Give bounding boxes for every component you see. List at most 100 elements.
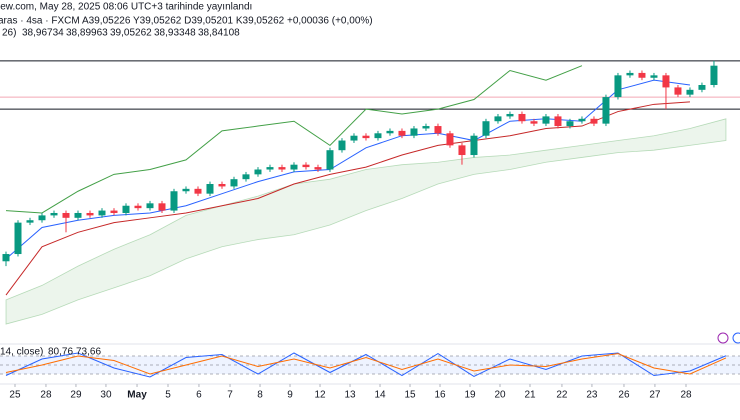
x-tick-label: 20 [494, 390, 506, 401]
candle-body [698, 85, 706, 90]
candle-body [494, 116, 502, 122]
ichimoku-value: 39,05262 [110, 28, 152, 39]
candle-body [350, 135, 358, 141]
candle-body [518, 113, 526, 122]
stoch-line [5, 352, 727, 378]
candle-body [158, 203, 166, 211]
candle-body [38, 215, 46, 221]
published-text: iew.com, May 28, 2025 08:06 UTC+3 tarihi… [0, 2, 252, 13]
candle-body [278, 167, 286, 170]
x-tick-label: 15 [404, 390, 416, 401]
indicator-line [5, 101, 690, 296]
candle-body [194, 188, 202, 194]
candle-body [98, 210, 106, 216]
candle-body [362, 135, 370, 139]
ichimoku-value: 38,84108 [198, 28, 240, 39]
candle-body [710, 65, 718, 85]
candle-body [290, 164, 298, 170]
candle-body [530, 121, 538, 124]
candle-body [218, 184, 226, 187]
x-tick-label: 13 [344, 390, 356, 401]
x-tick-label: 9 [287, 390, 293, 401]
x-tick-label: 19 [464, 390, 476, 401]
candle-body [314, 167, 322, 170]
candle-body [686, 89, 694, 95]
candle-body [470, 135, 478, 156]
candle-body [254, 169, 262, 175]
candle-body [182, 188, 190, 192]
candle-body [638, 72, 646, 78]
alert-icon[interactable] [717, 332, 729, 344]
candle-body [62, 212, 70, 218]
candle-body [50, 212, 58, 216]
x-tick-label: 22 [556, 390, 568, 401]
candle-body [446, 133, 454, 146]
candle-body [134, 205, 142, 209]
symbol-text: aras · 4sa · FXCM [0, 16, 80, 27]
x-tick-label: 25 [9, 390, 21, 401]
candle-body [374, 133, 382, 139]
candle-body [242, 174, 250, 180]
candle-body [542, 116, 550, 124]
x-tick-label: 26 [618, 390, 630, 401]
candle-body [674, 87, 682, 95]
x-tick-label: 28 [680, 390, 692, 401]
candle-body [2, 254, 10, 262]
candle-body [410, 128, 418, 136]
x-tick-label: 30 [100, 390, 112, 401]
candle-body [386, 130, 394, 134]
x-tick-label: 29 [70, 390, 82, 401]
x-tick-label: 5 [165, 390, 171, 401]
x-tick-label: 16 [434, 390, 446, 401]
x-tick-label: 23 [586, 390, 598, 401]
candle-body [170, 191, 178, 211]
ichimoku-cloud [5, 118, 727, 325]
x-tick-label: 6 [196, 390, 202, 401]
candle-body [590, 118, 598, 124]
candle-body [434, 126, 442, 134]
ichimoku-value: 38,89963 [66, 28, 108, 39]
candle-body [662, 75, 670, 88]
candle-body [338, 140, 346, 151]
candle-body [626, 72, 634, 76]
candle-body [266, 167, 274, 170]
candle-body [506, 113, 514, 117]
candle-body [614, 75, 622, 98]
candle-body [86, 212, 94, 216]
indicator-line [5, 79, 691, 260]
candle-body [650, 75, 658, 78]
x-tick-label: 14 [374, 390, 386, 401]
header-bg [0, 0, 420, 38]
candle-body [326, 150, 334, 170]
candle-body [398, 130, 406, 136]
candle-body [14, 222, 22, 255]
stoch-label: 14, close) [0, 347, 43, 358]
stoch-value: 73,66 [76, 347, 101, 358]
x-tick-label: 21 [524, 390, 536, 401]
x-tick-label: May [127, 390, 147, 401]
ichimoku-label: 26) [2, 28, 16, 39]
indicator-line [5, 65, 583, 214]
candle-body [578, 118, 586, 122]
candle-body [146, 203, 154, 209]
candle-body [482, 121, 490, 136]
candle-body [302, 164, 310, 168]
stoch-line [5, 353, 727, 375]
x-tick-label: 8 [257, 390, 263, 401]
candle-body [458, 145, 466, 156]
candle-body [74, 212, 82, 218]
candle-body [602, 97, 610, 124]
candle-body [26, 220, 34, 223]
x-tick-label: 28 [40, 390, 52, 401]
candle-body [566, 121, 574, 127]
ichimoku-value: 38,93348 [154, 28, 196, 39]
candle-body [230, 179, 238, 187]
candle-body [554, 116, 562, 127]
candle-body [110, 210, 118, 213]
flag-icon[interactable] [732, 332, 740, 344]
x-tick-label: 7 [227, 390, 233, 401]
stoch-value: 80,76 [48, 347, 73, 358]
candle-body [422, 126, 430, 129]
